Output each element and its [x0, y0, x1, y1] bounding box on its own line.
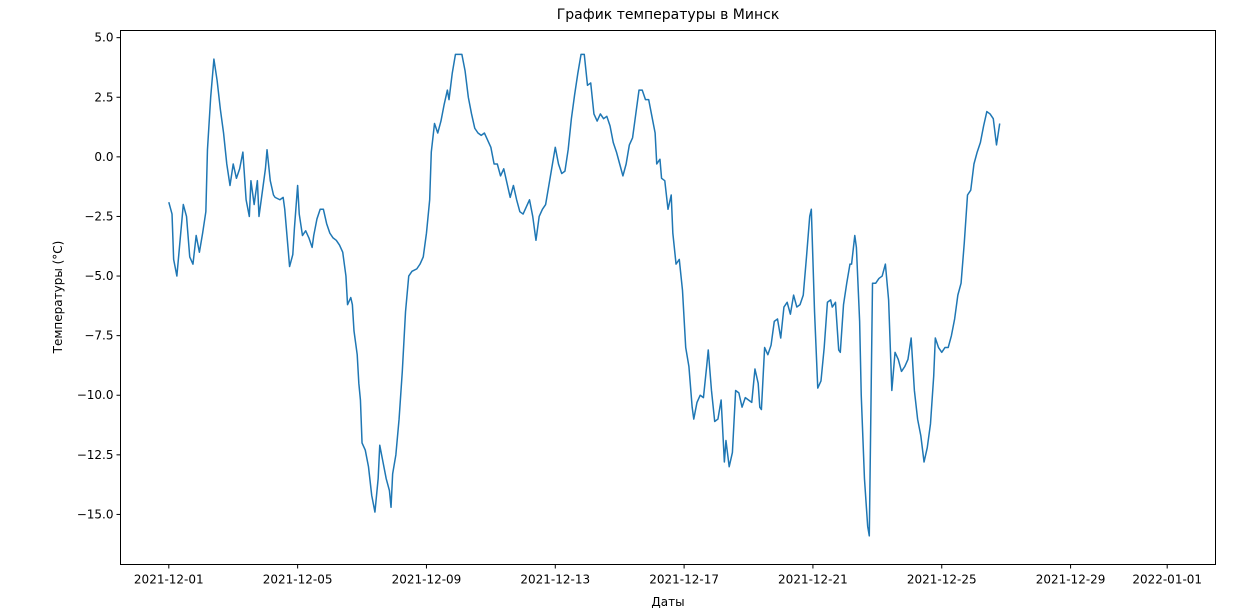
y-tick-label: −10.0 [77, 388, 114, 402]
y-tick-label: −15.0 [77, 507, 114, 521]
y-tick-label: −7.5 [84, 329, 113, 343]
x-tick-label: 2022-01-01 [1132, 573, 1202, 587]
plot-frame [120, 30, 1216, 565]
temperature-series-line [168, 53, 1001, 537]
x-tick-label: 2021-12-21 [778, 573, 848, 587]
plot-area [120, 30, 1216, 565]
x-axis-ticks: 2021-12-01 2021-12-05 2021-12-09 2021-12-13… [134, 564, 1202, 587]
x-tick-label: 2021-12-25 [907, 573, 977, 587]
y-tick-label: −12.5 [77, 448, 114, 462]
x-tick-label: 2021-12-05 [263, 573, 333, 587]
y-axis-label: Температуры (°C) [51, 241, 65, 355]
x-axis-label: Даты [651, 595, 684, 609]
y-tick-label: −2.5 [84, 209, 113, 223]
y-tick-label: 5.0 [94, 31, 113, 45]
y-axis-ticks: 5.0 2.5 0.0 −2.5 −5.0 −7.5 −10.0 −12.5 −15.0 [77, 31, 121, 521]
y-tick-label: 0.0 [94, 150, 113, 164]
x-tick-label: 2021-12-17 [649, 573, 719, 587]
y-tick-label: −5.0 [84, 269, 113, 283]
x-tick-label: 2021-12-09 [392, 573, 462, 587]
x-tick-label: 2021-12-29 [1036, 573, 1106, 587]
x-tick-label: 2021-12-01 [134, 573, 204, 587]
x-tick-label: 2021-12-13 [520, 573, 590, 587]
chart-title: График температуры в Минск [557, 7, 780, 23]
y-tick-label: 2.5 [94, 90, 113, 104]
